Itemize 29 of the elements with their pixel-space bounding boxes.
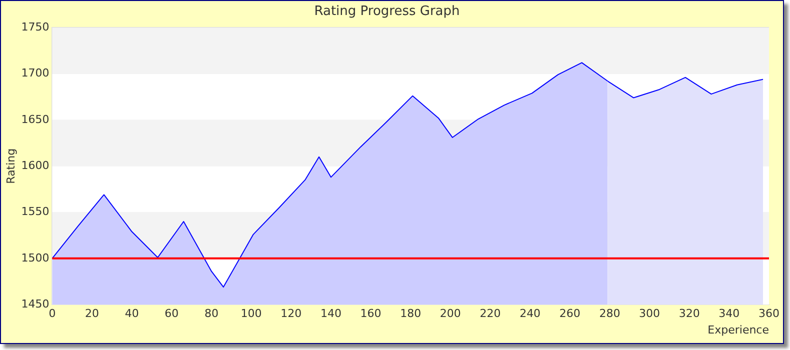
x-tick-label: 40 bbox=[124, 307, 139, 320]
y-tick-label: 1650 bbox=[21, 112, 50, 126]
x-tick-label: 220 bbox=[480, 307, 501, 320]
x-tick-label: 360 bbox=[758, 307, 780, 320]
x-tick-label: 100 bbox=[240, 307, 262, 320]
x-tick-label: 300 bbox=[639, 307, 660, 320]
y-tick-label: 1600 bbox=[21, 158, 50, 172]
x-tick-label: 160 bbox=[360, 307, 382, 320]
y-tick-label: 1700 bbox=[21, 66, 50, 80]
chart-title: Rating Progress Graph bbox=[314, 4, 460, 20]
x-tick-label: 140 bbox=[320, 307, 342, 320]
x-tick-label: 280 bbox=[599, 307, 620, 320]
x-tick-label: 240 bbox=[520, 307, 541, 320]
x-tick-label: 60 bbox=[164, 307, 179, 320]
x-tick-label: 20 bbox=[85, 307, 100, 320]
x-tick-label: 80 bbox=[204, 307, 218, 320]
x-tick-label: 180 bbox=[400, 307, 422, 320]
x-tick-label: 0 bbox=[48, 307, 56, 320]
x-tick-label: 120 bbox=[280, 307, 302, 320]
y-tick-label: 1750 bbox=[21, 20, 50, 34]
x-tick-label: 200 bbox=[440, 307, 461, 320]
x-tick-label: 320 bbox=[678, 307, 700, 320]
y-tick-label: 1500 bbox=[21, 251, 50, 264]
y-axis-title: Rating bbox=[4, 148, 18, 184]
x-axis-title: Experience bbox=[708, 323, 770, 336]
y-tick-label: 1550 bbox=[21, 205, 50, 218]
y-tick-label: 1450 bbox=[21, 297, 50, 310]
x-tick-label: 340 bbox=[718, 307, 740, 320]
x-tick-label: 260 bbox=[559, 307, 580, 320]
